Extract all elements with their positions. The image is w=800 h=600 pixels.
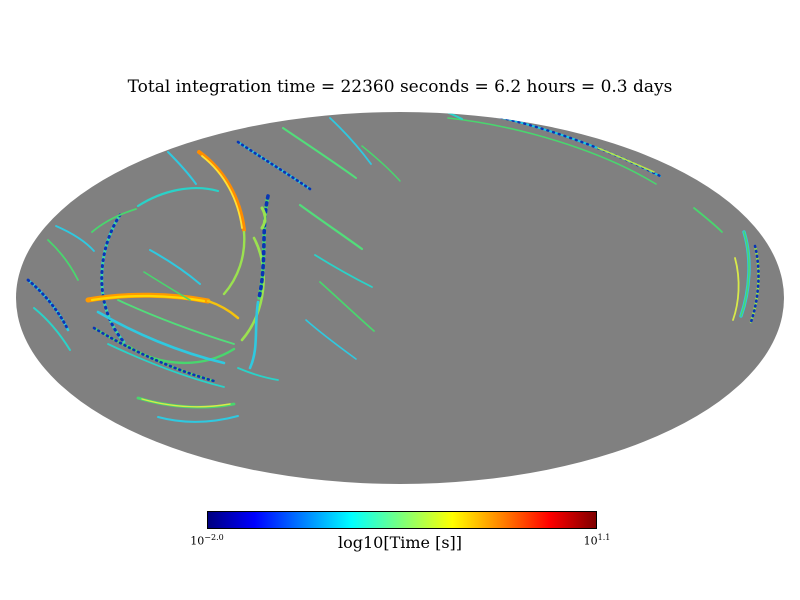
colorbar-label: log10[Time [s]] (337, 533, 463, 552)
colorbar-tick-right-base: 10 (583, 534, 598, 548)
colorbar-tick-right: 101.1 (584, 533, 611, 548)
colorbar-tick-left: 10−2.0 (190, 533, 223, 548)
plot-title: Total integration time = 22360 seconds =… (127, 77, 673, 97)
colorbar-gradient (208, 512, 596, 528)
colorbar-tick-right-exp: 1.1 (597, 533, 611, 542)
colorbar-tick-left-exp: −2.0 (204, 533, 224, 542)
colorbar-tick-left-base: 10 (190, 534, 205, 548)
map-ellipse (16, 112, 784, 484)
colorbar (207, 511, 597, 529)
integration-time-streaks (26, 112, 760, 423)
